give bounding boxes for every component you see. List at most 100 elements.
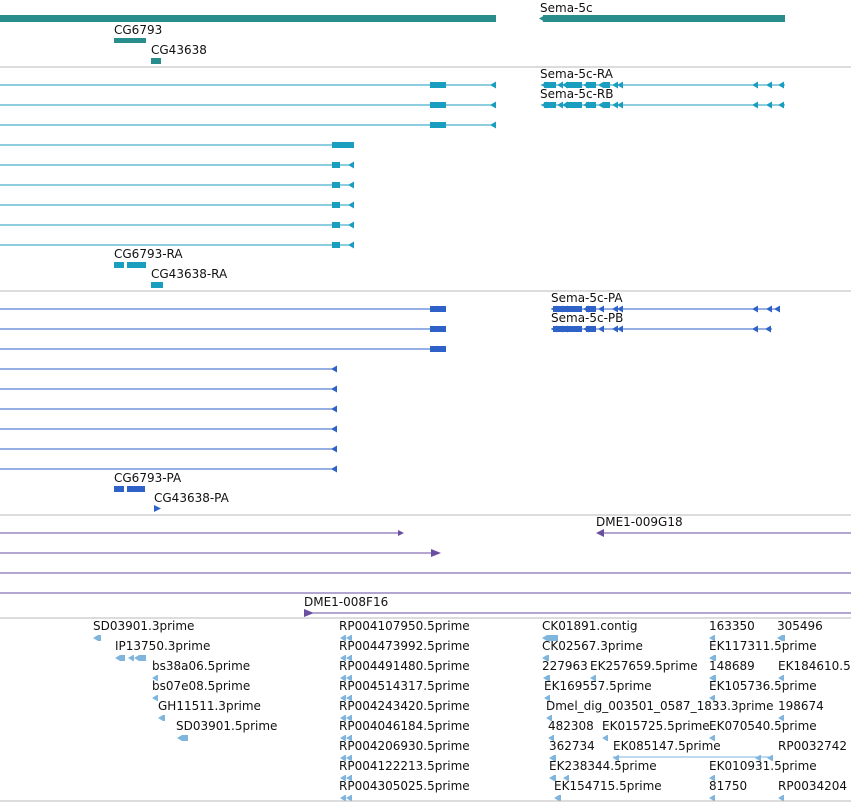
est-label[interactable]: bs38a06.5prime (152, 659, 250, 673)
est-label[interactable]: CK02567.3prime (542, 639, 643, 653)
protein-cg6793-pa[interactable] (114, 486, 145, 492)
est-feature[interactable]: EK184610.5 (778, 659, 851, 681)
est-feature[interactable]: RP004473992.5prime (339, 639, 470, 661)
protein-label-cg43638-pa[interactable]: CG43638-PA (154, 491, 230, 505)
transcript-label-cg43638-ra[interactable]: CG43638-RA (151, 267, 228, 281)
protein-sema-5c[interactable] (551, 305, 780, 313)
gene-bar-cg6793-span[interactable] (0, 15, 496, 22)
transcript-cg43638-ra[interactable] (151, 282, 163, 288)
est-feature[interactable]: CK01891.contig (542, 619, 637, 641)
transcript-row[interactable] (0, 221, 354, 229)
est-feature[interactable]: EK257659.5prime (590, 659, 698, 681)
est-feature[interactable]: 482308 (548, 719, 594, 741)
protein-row[interactable] (0, 306, 446, 312)
est-label[interactable]: EK238344.5prime (549, 759, 657, 773)
transcript-label-sema-5c-rb[interactable]: Sema-5c-RB (540, 87, 614, 101)
est-feature[interactable]: RP004206930.5prime (339, 739, 470, 761)
gene-label-sema-5c[interactable]: Sema-5c (540, 1, 593, 15)
est-label[interactable]: RP0032742 (778, 739, 847, 753)
protein-row[interactable] (0, 445, 337, 453)
est-feature[interactable]: RP004491480.5prime (339, 659, 470, 681)
est-feature[interactable]: EK238344.5prime (549, 759, 657, 781)
est-feature[interactable]: CK02567.3prime (542, 639, 643, 661)
protein-row[interactable] (0, 405, 337, 413)
est-label[interactable]: EK010931.5prime (709, 759, 817, 773)
clone-label-dme1-008f16[interactable]: DME1-008F16 (304, 595, 388, 609)
est-feature[interactable]: 148689 (709, 659, 755, 681)
est-feature[interactable]: SD03901.5prime (176, 719, 277, 741)
est-feature[interactable]: 163350 (709, 619, 755, 641)
protein-row[interactable] (0, 465, 337, 473)
est-label[interactable]: 362734 (549, 739, 595, 753)
est-label[interactable]: EK085147.5prime (613, 739, 721, 753)
est-feature[interactable]: RP004305025.5prime (339, 779, 470, 801)
est-feature[interactable]: EK015725.5prime (602, 719, 710, 741)
est-label[interactable]: 163350 (709, 619, 755, 633)
clone-label-dme1-009g18[interactable]: DME1-009G18 (596, 515, 683, 529)
transcript-row[interactable] (0, 241, 354, 249)
est-label[interactable]: EK015725.5prime (602, 719, 710, 733)
protein-label-sema-5c-pb[interactable]: Sema-5c-PB (551, 311, 623, 325)
est-label[interactable]: RP004514317.5prime (339, 679, 470, 693)
est-label[interactable]: CK01891.contig (542, 619, 637, 633)
est-label[interactable]: 81750 (709, 779, 747, 793)
est-label[interactable]: 148689 (709, 659, 755, 673)
est-label[interactable]: RP004473992.5prime (339, 639, 470, 653)
est-label[interactable]: RP004107950.5prime (339, 619, 470, 633)
transcript-row[interactable] (0, 142, 354, 148)
est-feature[interactable]: 198674 (778, 699, 824, 721)
est-feature[interactable]: RP004122213.5prime (339, 759, 470, 781)
est-label[interactable]: EK070540.5prime (709, 719, 817, 733)
est-feature[interactable]: 305496 (777, 619, 823, 641)
est-feature[interactable]: bs38a06.5prime (152, 659, 250, 681)
transcript-row[interactable] (0, 161, 354, 169)
protein-row[interactable] (0, 425, 337, 433)
est-feature[interactable]: 81750 (709, 779, 747, 801)
protein-label-sema-5c-pa[interactable]: Sema-5c-PA (551, 291, 623, 305)
est-label[interactable]: 227963 (542, 659, 588, 673)
est-feature[interactable]: RP0034204 (778, 779, 847, 801)
protein-row[interactable] (0, 365, 337, 373)
est-label[interactable]: bs07e08.5prime (152, 679, 250, 693)
est-feature[interactable]: 227963 (542, 659, 588, 681)
est-feature[interactable]: EK070540.5prime (709, 719, 817, 741)
transcript-row[interactable] (0, 201, 354, 209)
gene-label-cg6793[interactable]: CG6793 (114, 23, 162, 37)
est-label[interactable]: RP004243420.5prime (339, 699, 470, 713)
est-label[interactable]: EK117311.5prime (709, 639, 817, 653)
protein-label-cg6793-pa[interactable]: CG6793-PA (114, 471, 182, 485)
est-feature[interactable]: RP004046184.5prime (339, 719, 470, 741)
est-feature[interactable]: RP004514317.5prime (339, 679, 470, 701)
est-feature[interactable]: EK085147.5prime (613, 739, 773, 761)
est-label[interactable]: RP004206930.5prime (339, 739, 470, 753)
transcript-row[interactable] (0, 181, 354, 189)
gene-bar-sema-5c[interactable] (543, 15, 785, 22)
transcript-sema-5c[interactable] (541, 81, 785, 89)
est-feature[interactable]: RP004243420.5prime (339, 699, 470, 721)
est-label[interactable]: RP004046184.5prime (339, 719, 470, 733)
transcript-label-sema-5c-ra[interactable]: Sema-5c-RA (540, 67, 614, 81)
est-label[interactable]: EK257659.5prime (590, 659, 698, 673)
est-feature[interactable]: RP004107950.5prime (339, 619, 470, 641)
est-feature[interactable]: EK169557.5prime (544, 679, 652, 701)
protein-cg43638-pa[interactable] (154, 505, 161, 512)
est-label[interactable]: 198674 (778, 699, 824, 713)
est-label[interactable]: EK105736.5prime (709, 679, 817, 693)
est-feature[interactable]: IP13750.3prime (115, 639, 210, 661)
est-label[interactable]: EK169557.5prime (544, 679, 652, 693)
est-label[interactable]: 482308 (548, 719, 594, 733)
est-label[interactable]: IP13750.3prime (115, 639, 210, 653)
est-feature[interactable]: EK154715.5prime (554, 779, 662, 801)
protein-row[interactable] (0, 326, 446, 332)
est-label[interactable]: GH11511.3prime (158, 699, 261, 713)
est-label[interactable]: EK184610.5 (778, 659, 851, 673)
est-label[interactable]: SD03901.3prime (93, 619, 194, 633)
protein-row[interactable] (0, 346, 446, 352)
est-label[interactable]: RP004491480.5prime (339, 659, 470, 673)
est-label[interactable]: Dmel_dig_003501_0587_1833.3prime (546, 699, 774, 713)
est-label[interactable]: RP004305025.5prime (339, 779, 470, 793)
gene-bar-cg43638[interactable] (151, 58, 161, 64)
transcript-row[interactable] (0, 81, 496, 89)
transcript-sema-5c[interactable] (541, 101, 785, 109)
gene-bar-cg6793[interactable] (114, 38, 146, 43)
